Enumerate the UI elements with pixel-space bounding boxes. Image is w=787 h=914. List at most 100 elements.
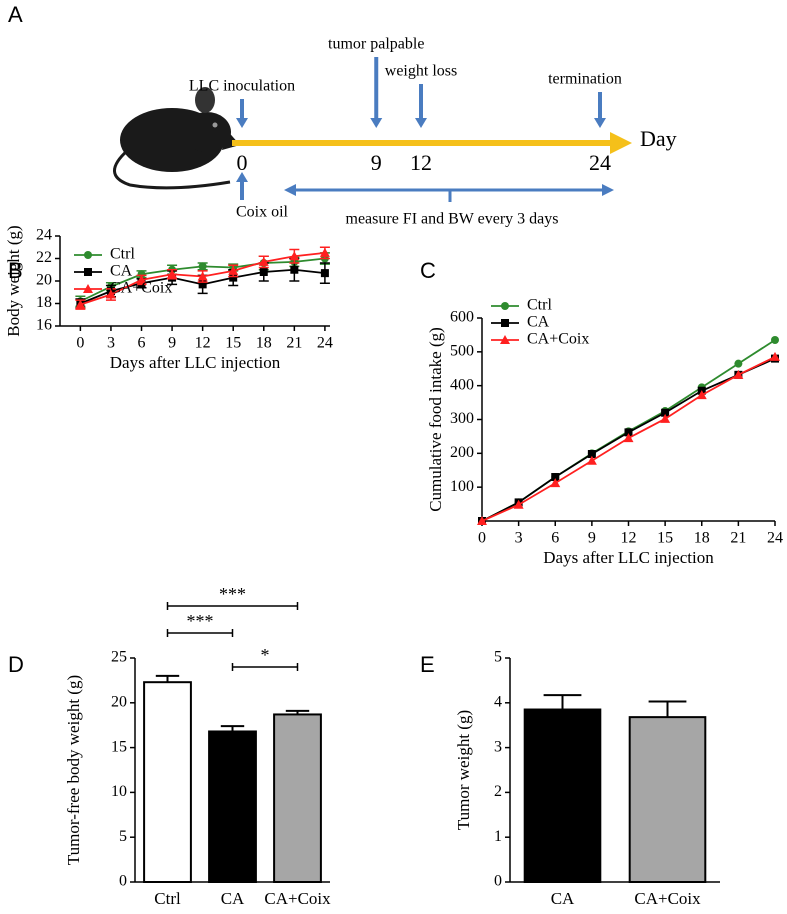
y-tick-label: 100 bbox=[450, 478, 474, 495]
significance-label: *** bbox=[187, 611, 214, 631]
timeline-unit: Day bbox=[640, 126, 677, 151]
x-tick-label: 9 bbox=[168, 335, 176, 352]
x-tick-label: 12 bbox=[195, 335, 211, 352]
x-tick-label: 21 bbox=[286, 335, 302, 352]
x-tick-label: CA+Coix bbox=[264, 889, 331, 908]
x-tick-label: 18 bbox=[256, 335, 272, 352]
marker bbox=[660, 413, 671, 423]
y-tick-label: 20 bbox=[111, 693, 127, 710]
marker bbox=[696, 390, 707, 400]
y-tick-label: 25 bbox=[111, 649, 127, 666]
marker bbox=[501, 302, 509, 310]
y-tick-label: 15 bbox=[111, 738, 127, 755]
marker bbox=[513, 499, 524, 509]
marker bbox=[167, 269, 178, 279]
event-arrowhead bbox=[415, 118, 427, 128]
significance-label: * bbox=[261, 645, 270, 665]
marker bbox=[623, 433, 634, 443]
x-tick-label: Ctrl bbox=[154, 889, 181, 908]
panel-label: C bbox=[420, 258, 436, 283]
marker bbox=[136, 274, 147, 284]
y-tick-label: 0 bbox=[494, 873, 502, 890]
x-axis-label: Days after LLC injection bbox=[543, 548, 714, 567]
y-tick-label: 18 bbox=[36, 294, 52, 311]
x-tick-label: 3 bbox=[107, 335, 115, 352]
panel-label: E bbox=[420, 652, 435, 677]
marker bbox=[84, 268, 92, 276]
marker bbox=[198, 262, 207, 271]
marker bbox=[228, 265, 239, 275]
measure-label: measure FI and BW every 3 days bbox=[346, 211, 559, 228]
error-bar bbox=[543, 694, 582, 710]
x-tick-label: 18 bbox=[694, 530, 710, 547]
marker bbox=[550, 478, 561, 488]
x-tick-label: CA bbox=[551, 889, 575, 908]
x-tick-label: 24 bbox=[767, 530, 783, 547]
y-tick-label: 24 bbox=[36, 227, 52, 244]
significance-bracket bbox=[166, 602, 299, 610]
marker bbox=[229, 273, 238, 282]
y-tick-label: 600 bbox=[450, 309, 474, 326]
marker bbox=[587, 450, 596, 459]
marker bbox=[290, 265, 299, 274]
marker bbox=[320, 269, 329, 278]
marker bbox=[501, 319, 509, 327]
legend-label: CA bbox=[527, 314, 550, 331]
y-tick-label: 200 bbox=[450, 444, 474, 461]
marker bbox=[586, 455, 597, 465]
marker bbox=[770, 351, 780, 361]
marker bbox=[105, 289, 116, 299]
mouse-icon bbox=[113, 87, 240, 190]
marker bbox=[258, 256, 269, 266]
event-arrowhead bbox=[370, 118, 383, 128]
event-label: LLC inoculation bbox=[189, 78, 295, 95]
marker bbox=[198, 280, 207, 289]
marker bbox=[75, 299, 86, 309]
y-tick-label: 400 bbox=[450, 376, 474, 393]
x-tick-label: 3 bbox=[515, 530, 523, 547]
event-day: 0 bbox=[237, 150, 248, 175]
marker bbox=[661, 408, 670, 417]
legend-label: CA+Coix bbox=[110, 280, 172, 297]
marker bbox=[624, 428, 633, 437]
y-tick-label: 20 bbox=[36, 272, 52, 289]
panel-label: B bbox=[8, 258, 23, 283]
marker bbox=[500, 335, 510, 344]
marker bbox=[137, 270, 146, 279]
marker bbox=[733, 369, 744, 379]
marker bbox=[197, 271, 208, 281]
x-tick-label: 21 bbox=[730, 530, 746, 547]
y-tick-label: 2 bbox=[494, 783, 502, 800]
marker bbox=[84, 251, 92, 259]
significance-bracket bbox=[231, 663, 299, 671]
y-tick-label: 4 bbox=[494, 693, 502, 710]
x-tick-label: 6 bbox=[551, 530, 559, 547]
bar bbox=[628, 716, 707, 883]
x-tick-label: CA bbox=[221, 889, 245, 908]
marker bbox=[477, 516, 487, 525]
y-tick-label: 22 bbox=[36, 249, 52, 266]
bar bbox=[143, 681, 192, 884]
y-tick-label: 10 bbox=[111, 783, 127, 800]
marker bbox=[551, 473, 560, 482]
event-day: 24 bbox=[589, 150, 611, 175]
x-tick-label: 15 bbox=[657, 530, 673, 547]
event-arrowhead bbox=[594, 118, 606, 128]
panel-label: A bbox=[8, 2, 23, 27]
x-axis-label: Days after LLC injection bbox=[110, 353, 281, 372]
marker bbox=[259, 268, 268, 276]
x-tick-label: 9 bbox=[588, 530, 596, 547]
y-tick-label: 16 bbox=[36, 317, 52, 334]
significance-bracket bbox=[166, 629, 234, 637]
marker bbox=[289, 251, 300, 261]
x-tick-label: 24 bbox=[317, 335, 333, 352]
legend-label: Ctrl bbox=[527, 297, 552, 314]
marker bbox=[319, 247, 330, 257]
x-tick-label: 0 bbox=[478, 530, 486, 547]
panel-label: D bbox=[8, 652, 24, 677]
y-tick-label: 1 bbox=[494, 828, 502, 845]
legend-label: CA bbox=[110, 263, 133, 280]
timeline-arrowhead bbox=[610, 132, 632, 154]
x-tick-label: 15 bbox=[225, 335, 241, 352]
